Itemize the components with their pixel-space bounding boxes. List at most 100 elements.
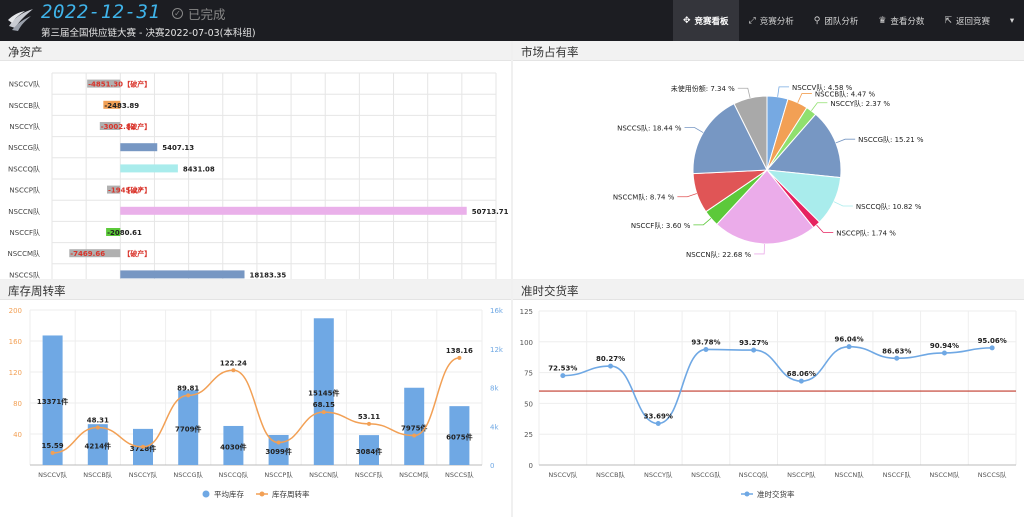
data-label: -4851.30 bbox=[88, 81, 123, 89]
bar bbox=[313, 318, 334, 465]
top-bar: 2022-12-31 ✓ 已完成 第三届全国供应链大赛 - 决赛2022-07-… bbox=[0, 0, 1024, 41]
nav-team-analysis[interactable]: ⚲ 团队分析 bbox=[804, 0, 869, 41]
bar-data-label: 7975件 bbox=[401, 423, 427, 432]
turnover-point bbox=[141, 444, 145, 449]
competition-date: 2022-12-31 bbox=[41, 1, 161, 23]
pie-label: NSCCP队: 1.74 % bbox=[836, 228, 896, 237]
nav-team-analysis-label: 团队分析 bbox=[824, 16, 859, 27]
y-right-tick-label: 12k bbox=[490, 346, 504, 354]
bar bbox=[449, 406, 470, 465]
nav-analysis[interactable]: ⤢ 竞赛分析 bbox=[739, 0, 804, 41]
on-time-delivery-title: 准时交货率 bbox=[513, 280, 1024, 300]
pie-slice bbox=[716, 169, 815, 245]
dashboard-icon: ✥ bbox=[682, 15, 691, 26]
y-tick-label: 50 bbox=[524, 400, 533, 408]
delivery-point bbox=[941, 350, 947, 356]
y-category-label: NSCCQ队 bbox=[8, 164, 40, 173]
nav-scores[interactable]: ♛ 查看分数 bbox=[868, 0, 934, 41]
bar bbox=[99, 122, 121, 130]
bar bbox=[120, 270, 245, 279]
turnover-point bbox=[367, 421, 371, 426]
pie-leader-line bbox=[811, 102, 828, 112]
y-left-tick-label: 120 bbox=[9, 369, 22, 377]
y-category-label: NSCCV队 bbox=[9, 80, 40, 89]
y-tick-label: 100 bbox=[520, 339, 533, 347]
line-data-label: 90.94% bbox=[930, 342, 959, 350]
bar bbox=[42, 335, 63, 465]
pie-leader-line bbox=[754, 243, 765, 255]
data-label: 8431.08 bbox=[183, 165, 215, 173]
x-category-label: NSCCF队 bbox=[883, 470, 912, 479]
pie-label: NSCCF队: 3.60 % bbox=[631, 221, 691, 230]
data-label: -7469.66 bbox=[70, 250, 105, 258]
bar bbox=[120, 143, 158, 152]
x-category-label: NSCCG队 bbox=[691, 470, 721, 479]
pie-label: 未使用份额: 7.34 % bbox=[671, 84, 735, 93]
x-category-label: NSCCM队 bbox=[399, 470, 430, 479]
x-category-label: NSCCV队 bbox=[38, 470, 68, 479]
pie-leader-line bbox=[797, 93, 812, 103]
y-right-tick-label: 8k bbox=[490, 385, 499, 393]
bar-data-label: 6075件 bbox=[446, 433, 472, 442]
pie-leader-line bbox=[816, 224, 834, 233]
bar bbox=[223, 425, 244, 465]
net-assets-chart: −10k−5k05k10k15k20k25k30k35k40k45k50k55k… bbox=[8, 72, 509, 279]
pie-leader-line bbox=[777, 86, 790, 97]
y-category-label: NSCCB队 bbox=[9, 101, 40, 110]
pie-leader-line bbox=[835, 138, 856, 144]
analysis-icon: ⤢ bbox=[748, 15, 756, 26]
data-label: -2483.89 bbox=[104, 102, 139, 110]
pie-slice bbox=[733, 95, 768, 171]
line-data-label: 48.31 bbox=[87, 417, 109, 425]
delivery-point bbox=[846, 344, 852, 350]
net-assets-panel: 净资产 −10k−5k05k10k15k20k25k30k35k40k45k50… bbox=[0, 41, 511, 279]
bar bbox=[69, 249, 121, 258]
turnover-point bbox=[276, 440, 281, 445]
line-data-label: 72.53% bbox=[548, 365, 577, 373]
nav-dashboard[interactable]: ✥ 竞赛看板 bbox=[672, 0, 739, 41]
turnover-point bbox=[95, 425, 100, 430]
line-data-label: 122.24 bbox=[220, 359, 247, 367]
bar bbox=[404, 387, 425, 465]
turnover-point bbox=[412, 433, 417, 438]
nav-dropdown-toggle[interactable]: ▾ bbox=[1000, 0, 1024, 41]
turnover-point bbox=[186, 393, 191, 398]
bar bbox=[87, 79, 121, 88]
nav-return[interactable]: ⇱ 返回竞赛 bbox=[934, 0, 1000, 41]
y-left-tick-label: 200 bbox=[9, 307, 22, 315]
bar bbox=[178, 390, 199, 465]
bar bbox=[107, 185, 121, 194]
turnover-line bbox=[52, 357, 460, 454]
data-label: 5407.13 bbox=[162, 144, 194, 152]
check-circle-icon: ✓ bbox=[172, 8, 183, 19]
y-category-label: NSCCP队 bbox=[9, 186, 40, 195]
pie-leader-line bbox=[693, 218, 712, 226]
trophy-icon: ♛ bbox=[878, 15, 887, 26]
inventory-turnover-chart: 40 80 120 160 200 0 4k 8k 12k 16k 13371件 NSCCV队 4214… bbox=[9, 307, 504, 499]
pie-label: NSCCM队: 8.74 % bbox=[613, 193, 675, 202]
delivery-point bbox=[608, 363, 614, 369]
nav-analysis-label: 竞赛分析 bbox=[759, 16, 794, 27]
inventory-turnover-title: 库存周转率 bbox=[0, 280, 511, 300]
delivery-point bbox=[703, 346, 709, 352]
delivery-point bbox=[798, 378, 804, 384]
x-category-label: NSCCP队 bbox=[264, 470, 293, 479]
return-icon: ⇱ bbox=[944, 15, 952, 26]
bar-data-label: 15145件 bbox=[308, 389, 339, 398]
bankrupt-label: 【破产】 bbox=[123, 122, 151, 131]
bar bbox=[120, 206, 467, 215]
pie-label: NSCCB队: 4.47 % bbox=[815, 90, 876, 99]
delivery-point bbox=[560, 373, 566, 379]
team-icon: ⚲ bbox=[813, 15, 821, 26]
pie-leader-line bbox=[737, 87, 751, 99]
data-label: -1945.27 bbox=[108, 187, 143, 195]
y-left-tick-label: 40 bbox=[13, 431, 22, 439]
x-category-label: NSCCF队 bbox=[355, 470, 384, 479]
on-time-delivery-panel: 准时交货率 0 25 50 75 100 125 72.53% 80.27% 33.69% 93.… bbox=[513, 280, 1024, 517]
bar-data-label: 3084件 bbox=[356, 447, 382, 456]
x-category-label: NSCCP队 bbox=[787, 470, 816, 479]
y-tick-label: 75 bbox=[524, 370, 533, 378]
bar-data-label: 13371件 bbox=[37, 397, 68, 406]
y-right-tick-label: 0 bbox=[490, 462, 494, 470]
x-category-label: NSCCN队 bbox=[309, 470, 339, 479]
